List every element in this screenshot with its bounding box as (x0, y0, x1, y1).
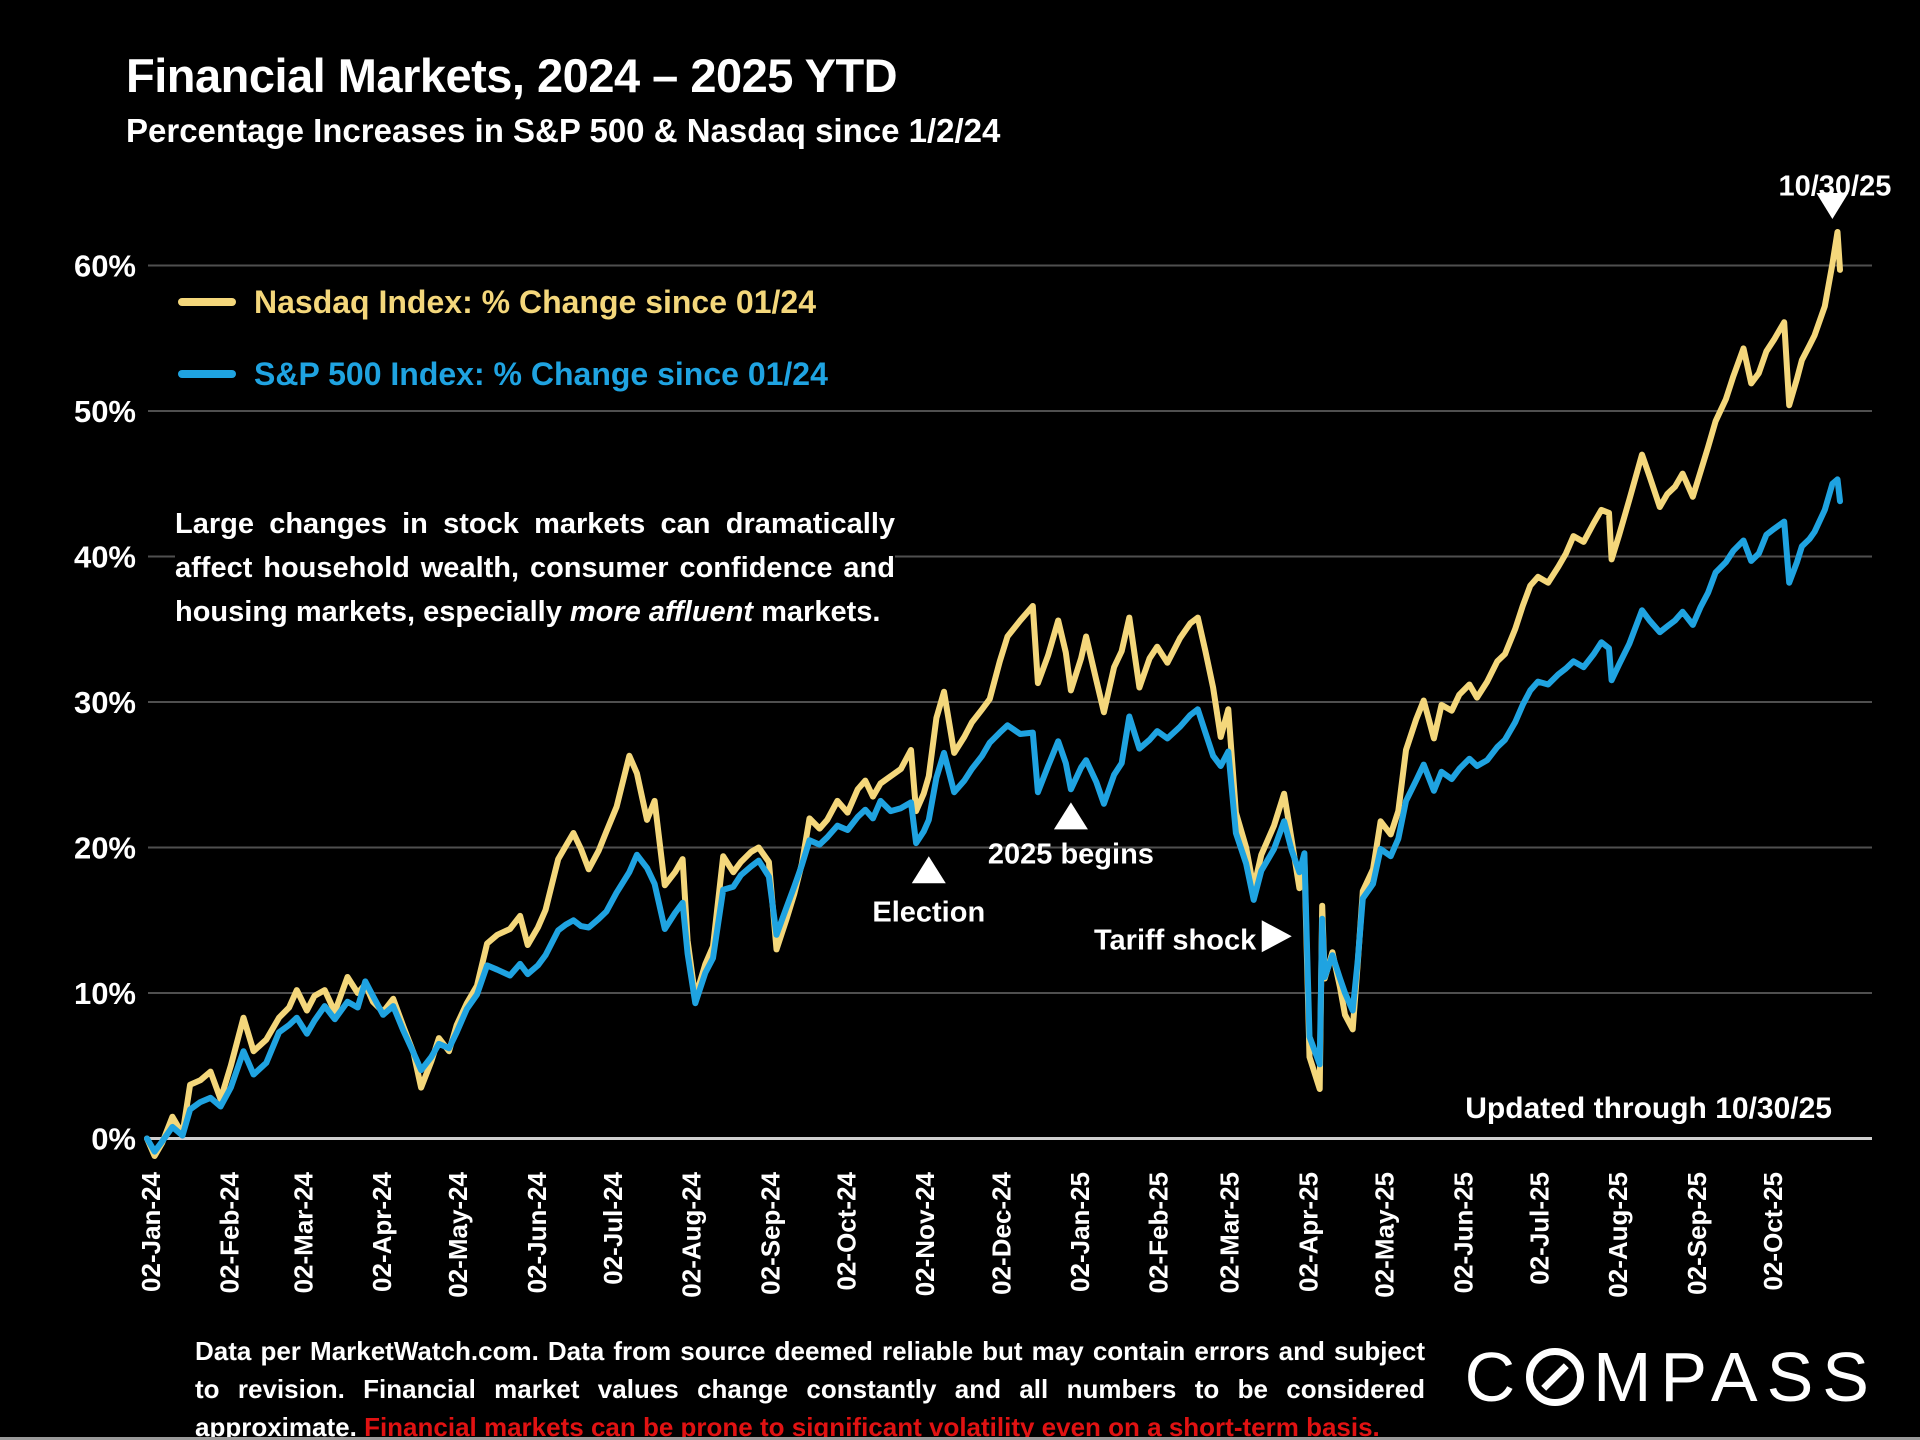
legend-item-nasdaq: Nasdaq Index: % Change since 01/24 (178, 282, 828, 322)
footer-text: Data per MarketWatch.com. Data from sour… (195, 1336, 1425, 1440)
annotation-tariff-shock-marker-icon (1261, 920, 1292, 953)
x-tick-label-02-Jun-25: 02-Jun-25 (1448, 1172, 1478, 1293)
x-tick-label-02-Jul-24: 02-Jul-24 (598, 1171, 628, 1284)
y-tick-label-10%: 10% (74, 976, 136, 1011)
note-text-end: markets. (753, 596, 881, 628)
x-tick-label-02-Jul-25: 02-Jul-25 (1524, 1172, 1554, 1285)
x-tick-label-02-Oct-24: 02-Oct-24 (831, 1171, 861, 1290)
x-tick-label-02-Dec-24: 02-Dec-24 (986, 1171, 1016, 1294)
nasdaq-line-swatch (178, 298, 236, 306)
x-tick-label-02-Feb-25: 02-Feb-25 (1144, 1172, 1174, 1293)
annotation-election: Election (872, 897, 985, 929)
needle-slash (1541, 1363, 1569, 1391)
y-tick-label-50%: 50% (74, 394, 136, 429)
y-tick-label-20%: 20% (74, 831, 136, 866)
footer-disclaimer: Data per MarketWatch.com. Data from sour… (195, 1332, 1425, 1440)
x-tick-label-02-May-25: 02-May-25 (1370, 1172, 1400, 1298)
x-tick-label-02-Aug-24: 02-Aug-24 (677, 1171, 707, 1297)
compass-needle-icon (1526, 1348, 1585, 1406)
note-text: Large changes in stock markets can drama… (175, 498, 895, 644)
page-title: Financial Markets, 2024 – 2025 YTD (126, 49, 898, 102)
note-text-italic: more affluent (569, 596, 754, 628)
page-subtitle: Percentage Increases in S&P 500 & Nasdaq… (126, 112, 1001, 149)
updated-label: Updated through 10/30/25 (1465, 1092, 1832, 1125)
y-tick-label-30%: 30% (74, 685, 136, 720)
x-tick-label-02-Jun-24: 02-Jun-24 (522, 1171, 552, 1293)
logo-letter-c: C (1464, 1338, 1525, 1416)
x-tick-label-02-Jan-25: 02-Jan-25 (1065, 1172, 1095, 1292)
series-line-sp500 (144, 476, 1843, 1155)
y-tick-label-60%: 60% (74, 249, 136, 284)
annotation-date-1030-marker-icon (1816, 192, 1849, 219)
note-text-start: Large changes in stock markets can drama… (175, 508, 895, 628)
x-tick-label-02-Jan-24: 02-Jan-24 (136, 1171, 166, 1291)
x-tick-label-02-May-24: 02-May-24 (443, 1171, 473, 1297)
y-tick-label-0%: 0% (91, 1122, 136, 1157)
annotation-begins-2025: 2025 begins (988, 839, 1154, 871)
legend-label-sp500: S&P 500 Index: % Change since 01/24 (254, 355, 828, 392)
y-tick-label-40%: 40% (74, 540, 136, 575)
x-tick-label-02-Oct-25: 02-Oct-25 (1758, 1172, 1788, 1291)
x-tick-label-02-Feb-24: 02-Feb-24 (215, 1171, 245, 1293)
x-tick-label-02-Apr-24: 02-Apr-24 (367, 1171, 397, 1291)
footer-warning: Financial markets can be prone to signif… (364, 1412, 1380, 1440)
logo-letters-mpass: MPASS (1593, 1338, 1878, 1416)
x-tick-label-02-Mar-24: 02-Mar-24 (288, 1171, 318, 1293)
compass-logo: C MPASS (1465, 1342, 1878, 1412)
x-tick-label-02-Sep-25: 02-Sep-25 (1682, 1172, 1712, 1295)
x-tick-label-02-Nov-24: 02-Nov-24 (910, 1171, 940, 1296)
legend-label-nasdaq: Nasdaq Index: % Change since 01/24 (254, 283, 816, 320)
x-tick-label-02-Sep-24: 02-Sep-24 (755, 1171, 785, 1294)
chart-legend: Nasdaq Index: % Change since 01/24 S&P 5… (178, 282, 828, 426)
annotation-begins-2025-marker-icon (1053, 802, 1088, 830)
x-tick-label-02-Aug-25: 02-Aug-25 (1603, 1172, 1633, 1298)
annotation-tariff-shock: Tariff shock (1094, 924, 1257, 956)
x-tick-label-02-Mar-25: 02-Mar-25 (1215, 1172, 1245, 1293)
annotation-election-marker-icon (911, 856, 946, 884)
x-tick-label-02-Apr-25: 02-Apr-25 (1293, 1172, 1323, 1292)
legend-item-sp500: S&P 500 Index: % Change since 01/24 (178, 354, 828, 394)
sp500-line-swatch (178, 370, 236, 378)
